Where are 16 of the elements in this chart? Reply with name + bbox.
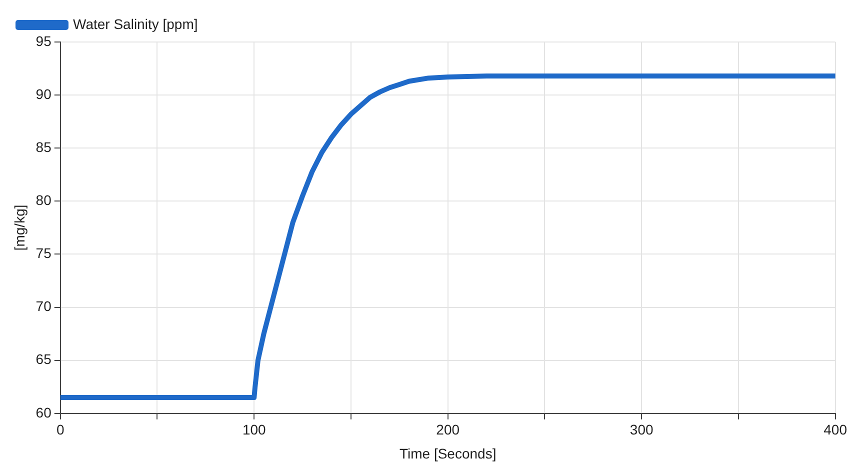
x-tick-label: 0: [56, 422, 64, 438]
x-tick-label: 100: [242, 422, 266, 438]
y-tick-label: 70: [36, 298, 52, 314]
y-tick-label: 80: [36, 192, 52, 208]
y-tick-label: 90: [36, 86, 52, 102]
y-tick-label: 60: [36, 404, 52, 420]
x-tick-label: 200: [436, 422, 460, 438]
x-tick-label: 400: [824, 422, 848, 438]
y-axis-title: [mg/kg]: [11, 204, 28, 251]
legend-label: Water Salinity [ppm]: [73, 16, 198, 32]
y-tick-label: 65: [36, 351, 52, 368]
y-tick-label: 95: [36, 32, 52, 49]
y-tick-label: 75: [36, 245, 52, 262]
x-tick-label: 300: [630, 422, 654, 438]
y-tick-label: 85: [36, 138, 52, 155]
x-axis-title: Time [Seconds]: [399, 445, 496, 462]
